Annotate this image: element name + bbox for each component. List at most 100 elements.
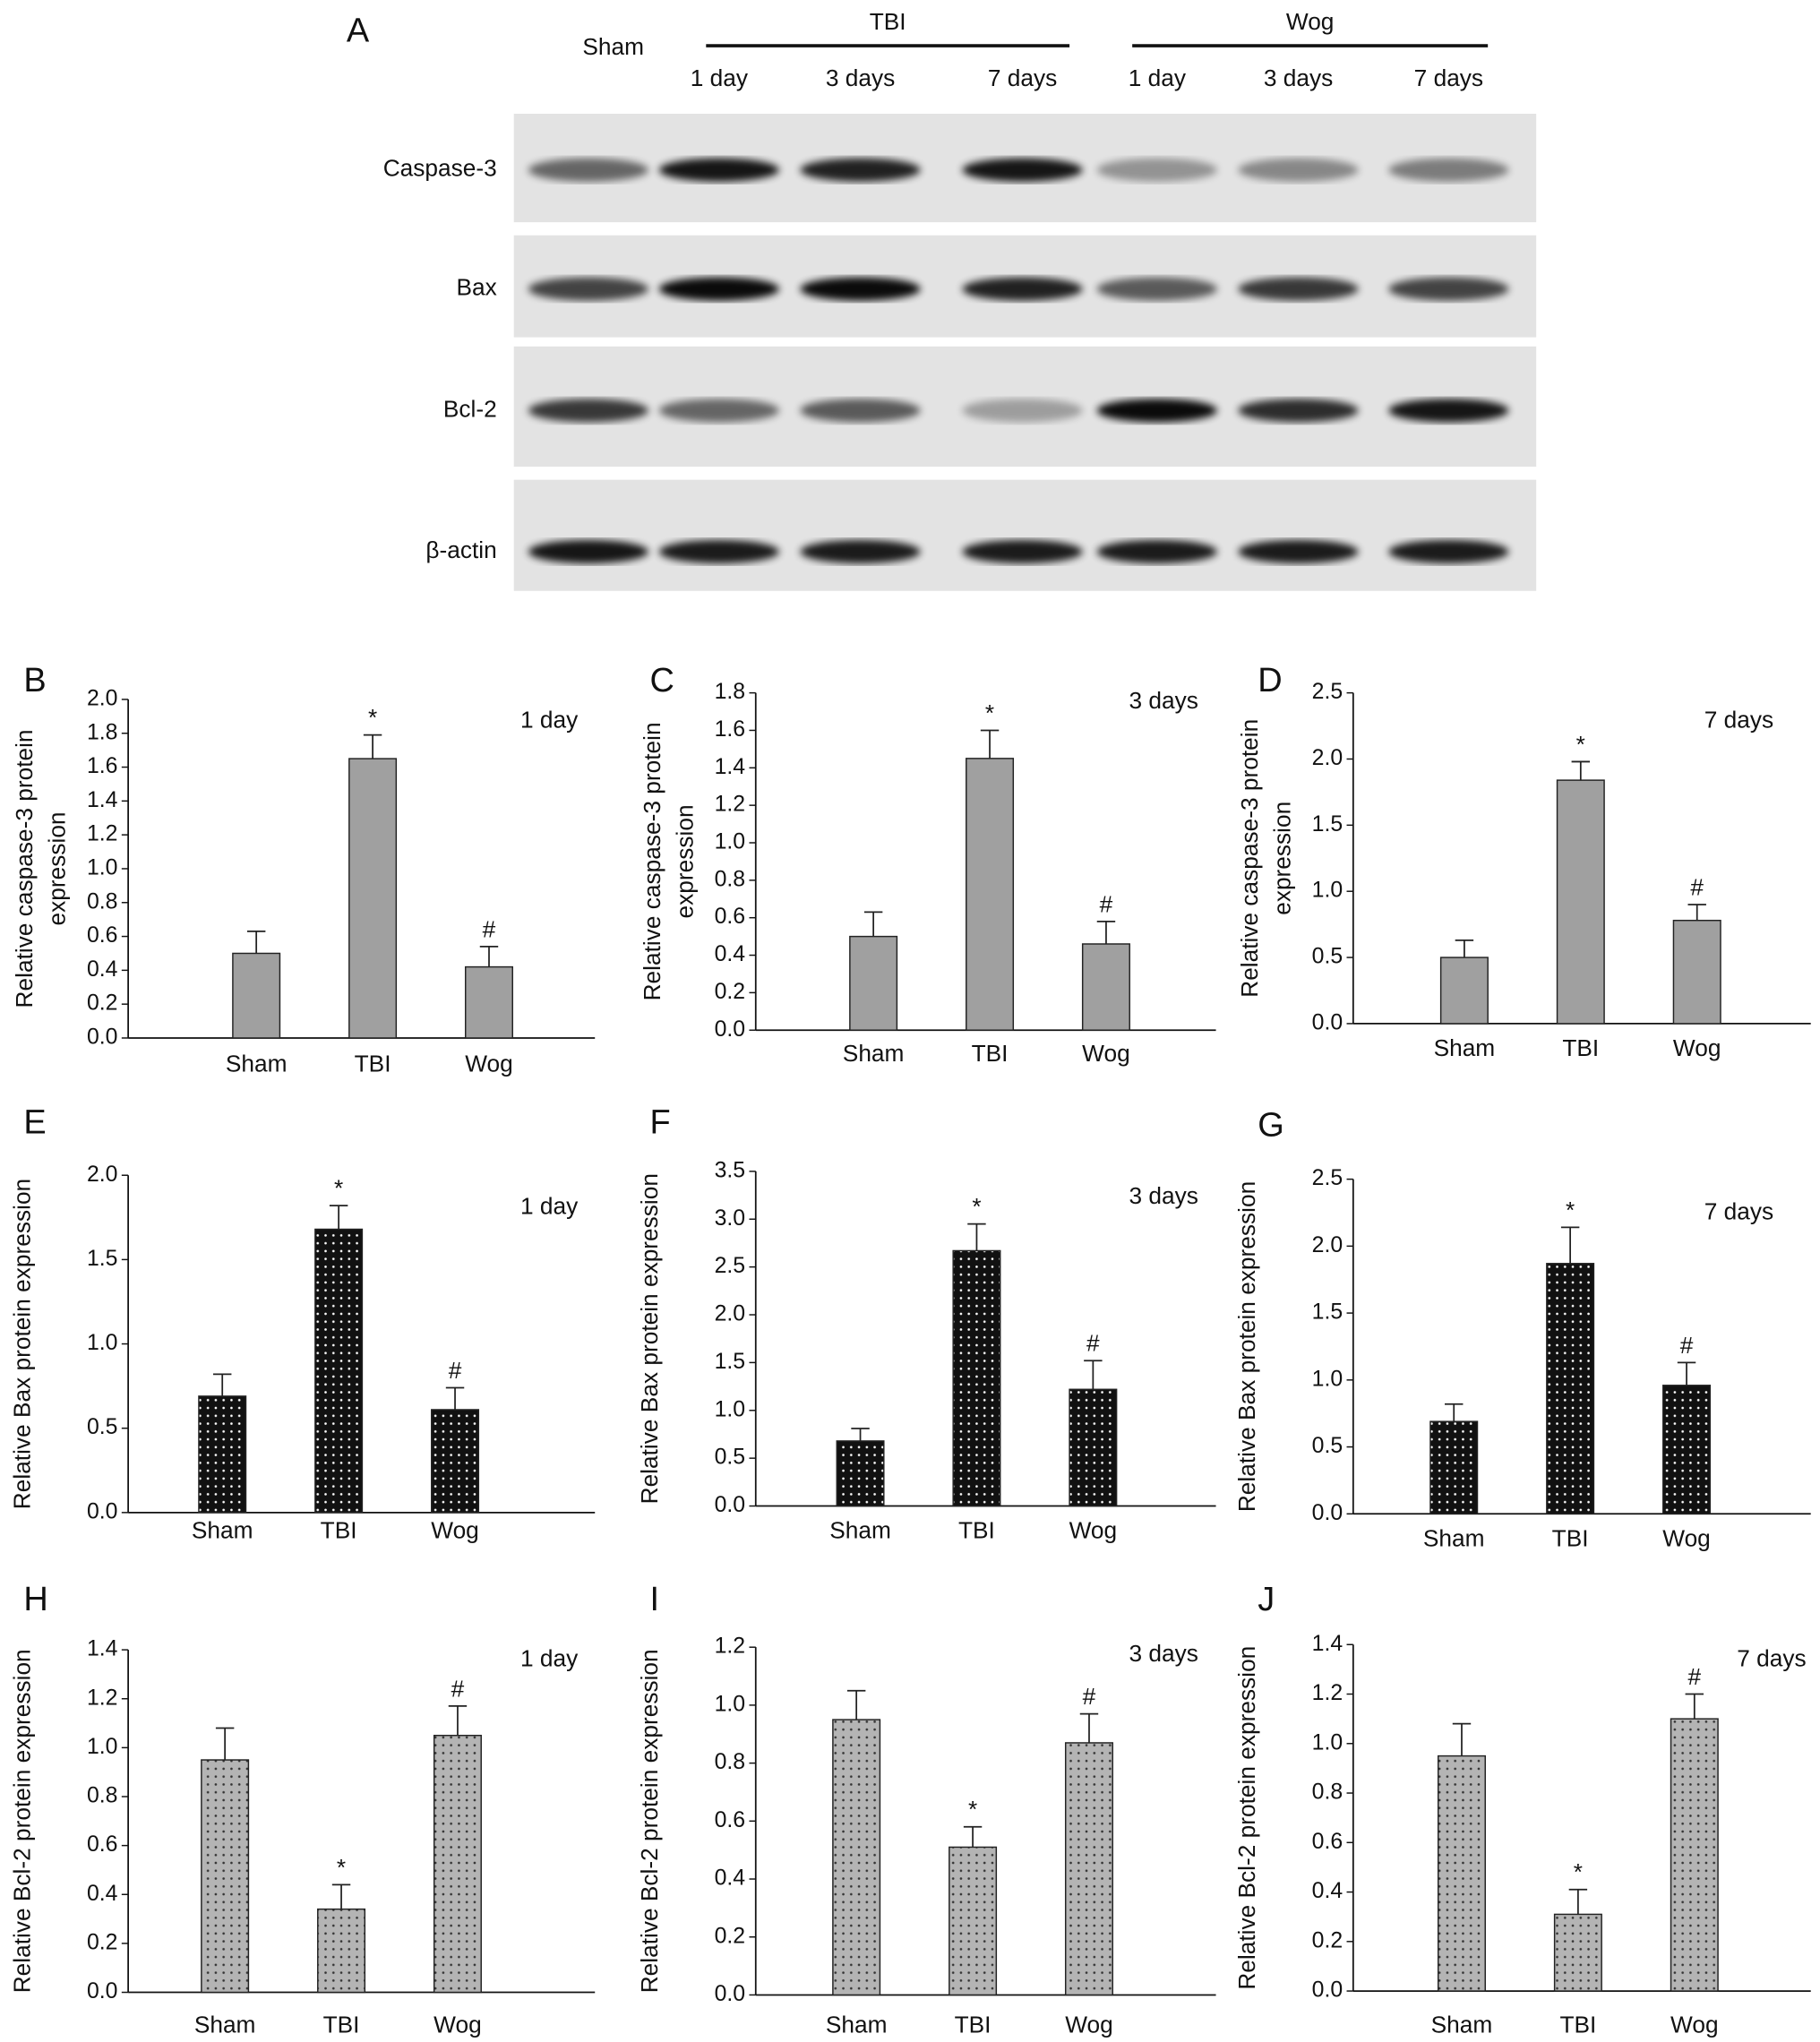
band — [658, 399, 780, 423]
bar — [1439, 957, 1489, 1025]
band — [962, 399, 1083, 423]
y-tick-label: 1.2 — [87, 822, 117, 846]
lane-label: 3 days — [1264, 64, 1333, 91]
band — [1238, 277, 1359, 301]
x-tick-label: Sham — [826, 2011, 888, 2038]
y-tick-label: 0.0 — [87, 1025, 117, 1050]
y-axis-label: Relative Bax protein expression — [1233, 1181, 1260, 1512]
bar — [1670, 1718, 1719, 1992]
bar — [1662, 1385, 1712, 1515]
chart-title: 1 day — [520, 1193, 579, 1220]
x-tick-label: Sham — [226, 1051, 288, 1077]
y-tick-label: 0.5 — [715, 1446, 745, 1470]
x-tick-label: TBI — [972, 1040, 1009, 1067]
y-tick-label: 2.0 — [1312, 1233, 1343, 1257]
y-axis-label: Relative Bcl-2 protein expression — [636, 1649, 663, 1993]
bar — [314, 1228, 364, 1514]
y-tick-label: 1.0 — [1312, 1367, 1343, 1391]
bar — [232, 952, 281, 1039]
y-tick-label: 0.8 — [1312, 1780, 1343, 1805]
band — [1388, 539, 1509, 564]
y-tick-label: 0.2 — [1312, 1928, 1343, 1952]
y-tick-label: 1.2 — [715, 1634, 745, 1659]
x-tick-label: Sham — [1431, 2011, 1493, 2038]
y-tick-label: 0.5 — [87, 1415, 117, 1439]
significance-marker: * — [985, 699, 994, 726]
band — [1238, 539, 1359, 564]
band — [962, 158, 1083, 182]
x-tick-label: Wog — [1670, 2011, 1719, 2038]
panel-letter: G — [1258, 1106, 1284, 1144]
y-axis-label: expression — [44, 811, 71, 925]
bar — [1672, 919, 1721, 1025]
y-tick-label: 1.8 — [715, 680, 745, 704]
y-tick-label: 0.8 — [87, 889, 117, 914]
y-axis-label: Relative Bcl-2 protein expression — [8, 1649, 35, 1993]
significance-marker: # — [1690, 873, 1704, 900]
y-tick-label: 1.0 — [87, 1735, 117, 1759]
band — [800, 158, 921, 182]
bar — [1546, 1263, 1595, 1515]
panel-letter: I — [650, 1581, 660, 1618]
row-label: Caspase-3 — [383, 155, 497, 182]
significance-marker: # — [483, 915, 496, 942]
y-tick-label: 1.0 — [715, 830, 745, 854]
significance-marker: * — [968, 1796, 977, 1823]
y-tick-label: 0.0 — [715, 1982, 745, 2006]
band — [1096, 539, 1218, 564]
significance-marker: # — [1680, 1332, 1694, 1359]
x-tick-label: Wog — [1065, 2011, 1113, 2038]
x-tick-label: Sham — [843, 1040, 905, 1067]
band — [962, 539, 1083, 564]
y-axis-label: expression — [671, 804, 698, 918]
y-tick-label: 1.5 — [715, 1350, 745, 1374]
significance-marker: # — [451, 1675, 465, 1702]
y-tick-label: 1.0 — [715, 1397, 745, 1421]
significance-marker: * — [972, 1193, 981, 1220]
y-tick-label: 0.0 — [87, 1499, 117, 1523]
y-tick-label: 1.6 — [715, 717, 745, 742]
lane-label: 1 day — [691, 64, 749, 91]
panel-letter: D — [1258, 662, 1282, 699]
band — [800, 277, 921, 301]
x-tick-label: Wog — [431, 1517, 479, 1544]
x-tick-label: TBI — [1562, 1034, 1599, 1061]
band — [800, 539, 921, 564]
y-tick-label: 0.2 — [87, 1930, 117, 1954]
lane-label: 7 days — [988, 64, 1057, 91]
y-tick-label: 0.5 — [1312, 1434, 1343, 1458]
chart-title: 7 days — [1704, 707, 1773, 734]
y-tick-label: 0.0 — [87, 1979, 117, 2003]
y-tick-label: 1.8 — [87, 720, 117, 744]
x-tick-label: Wog — [1673, 1034, 1721, 1061]
y-tick-label: 1.4 — [715, 755, 746, 779]
y-axis-label: Relative Bcl-2 protein expression — [1233, 1646, 1260, 1990]
bar — [317, 1908, 366, 1994]
band — [1238, 399, 1359, 423]
band — [658, 277, 780, 301]
y-tick-label: 0.4 — [87, 957, 118, 982]
band — [528, 277, 649, 301]
x-tick-label: TBI — [355, 1051, 391, 1077]
band — [528, 539, 649, 564]
bar — [1069, 1388, 1118, 1507]
significance-marker: * — [1566, 1197, 1575, 1223]
y-tick-label: 0.0 — [1312, 1010, 1343, 1034]
x-tick-label: TBI — [955, 2011, 992, 2038]
group-label: Sham — [582, 33, 644, 60]
lane-label: 7 days — [1414, 64, 1483, 91]
y-tick-label: 0.0 — [1312, 1978, 1343, 2003]
x-tick-label: TBI — [321, 1517, 357, 1544]
x-tick-label: Wog — [434, 2011, 482, 2038]
band — [1388, 399, 1509, 423]
bar — [201, 1759, 250, 1994]
significance-marker: # — [1086, 1330, 1100, 1357]
bar — [1553, 1913, 1602, 1992]
y-axis-label: Relative Bax protein expression — [8, 1179, 35, 1509]
bar — [1437, 1755, 1486, 1992]
chart-title: 3 days — [1129, 687, 1198, 714]
y-tick-label: 1.6 — [87, 754, 117, 778]
y-tick-label: 1.4 — [87, 788, 118, 812]
significance-marker: # — [1100, 890, 1113, 917]
panel-letter: A — [347, 13, 370, 50]
